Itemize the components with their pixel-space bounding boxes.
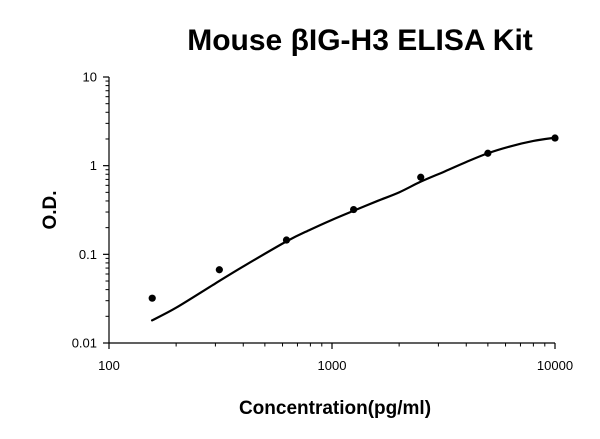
data-point bbox=[215, 266, 223, 274]
fit-curve-layer bbox=[150, 136, 557, 322]
data-point bbox=[484, 149, 492, 157]
y-tick-label: 0.01 bbox=[72, 336, 97, 351]
chart-title: Mouse βIG-H3 ELISA Kit bbox=[187, 24, 533, 57]
data-point bbox=[350, 205, 358, 214]
x-tick-label: 1000 bbox=[318, 358, 347, 373]
x-tick-label: 10000 bbox=[537, 358, 573, 373]
data-points-layer bbox=[148, 134, 559, 302]
fit-curve-line bbox=[150, 136, 557, 322]
x-axis-title: Concentration(pg/ml) bbox=[239, 398, 431, 419]
data-point bbox=[551, 134, 559, 142]
y-axis-title: O.D. bbox=[40, 190, 61, 229]
y-tick-label: 1 bbox=[90, 158, 97, 173]
data-point bbox=[148, 294, 156, 302]
data-point bbox=[282, 236, 291, 244]
axes-layer: 100 1000 10000 0.01 0.1 1 10 bbox=[72, 70, 573, 374]
x-tick-label: 100 bbox=[98, 358, 120, 373]
y-tick-label: 0.1 bbox=[79, 247, 97, 262]
y-tick-label: 10 bbox=[83, 70, 97, 85]
data-point bbox=[417, 173, 425, 181]
